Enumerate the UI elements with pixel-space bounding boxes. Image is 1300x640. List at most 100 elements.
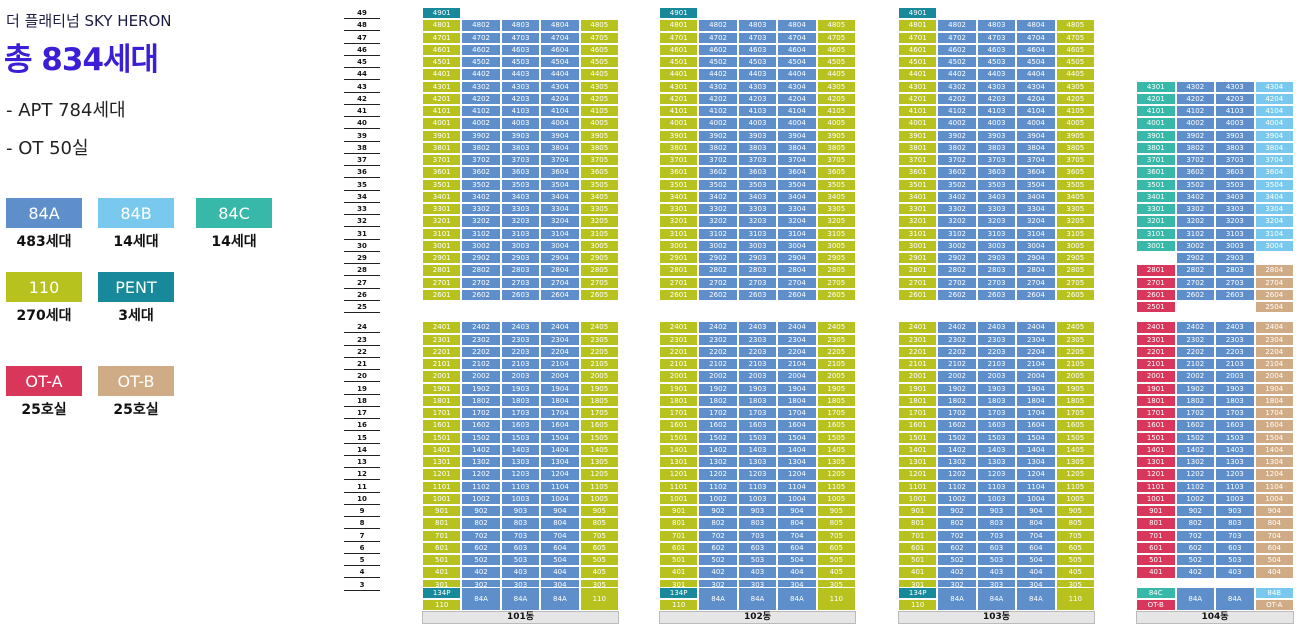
unit-cell[interactable]: 1704 <box>540 407 580 420</box>
unit-cell[interactable]: 4102 <box>461 105 501 118</box>
unit-cell[interactable]: 402 <box>937 566 977 579</box>
unit-cell[interactable]: 4703 <box>500 31 541 44</box>
unit-cell[interactable]: 3201 <box>659 215 699 228</box>
unit-cell[interactable]: 2404 <box>777 321 817 334</box>
unit-cell[interactable]: 2804 <box>1254 264 1294 277</box>
unit-cell[interactable]: 1505 <box>1055 431 1095 444</box>
unit-cell[interactable]: 2601 <box>898 288 938 301</box>
unit-cell[interactable]: 1605 <box>579 419 619 432</box>
unit-cell[interactable]: 4803 <box>500 19 541 32</box>
unit-cell[interactable]: 3704 <box>540 154 580 167</box>
unit-cell[interactable]: 1903 <box>737 382 778 395</box>
unit-cell[interactable]: 4003 <box>976 117 1017 130</box>
unit-cell[interactable]: 3003 <box>737 239 778 252</box>
unit-cell[interactable]: 2801 <box>1136 264 1176 277</box>
unit-cell[interactable]: 804 <box>777 517 817 530</box>
unit-cell[interactable]: 4805 <box>1055 19 1095 32</box>
unit-cell[interactable]: 1304 <box>540 456 580 469</box>
unit-cell[interactable]: 3705 <box>579 154 619 167</box>
unit-cell[interactable]: 4503 <box>500 56 541 69</box>
unit-cell[interactable]: 3804 <box>540 141 580 154</box>
unit-cell[interactable]: 3902 <box>461 129 501 142</box>
unit-cell[interactable]: 2902 <box>1175 252 1215 265</box>
unit-cell[interactable]: 4504 <box>777 56 817 69</box>
unit-cell[interactable]: 3105 <box>579 227 619 240</box>
unit-cell[interactable]: 2304 <box>1016 333 1056 346</box>
unit-cell[interactable]: 4304 <box>1016 80 1056 93</box>
unit-cell[interactable]: 801 <box>422 517 462 530</box>
unit-cell[interactable]: 3002 <box>1175 239 1215 252</box>
unit-cell[interactable]: 903 <box>1215 505 1255 518</box>
unit-cell[interactable]: 902 <box>461 505 501 518</box>
unit-cell[interactable]: 3403 <box>737 190 778 203</box>
unit-cell[interactable]: 2904 <box>540 252 580 265</box>
unit-cell[interactable]: 1002 <box>461 492 501 505</box>
unit-cell[interactable]: 805 <box>1055 517 1095 530</box>
unit-cell[interactable]: 2404 <box>1254 321 1294 334</box>
unit-cell[interactable]: 1401 <box>898 443 938 456</box>
unit-cell[interactable]: 602 <box>461 541 501 554</box>
unit-cell[interactable]: 4101 <box>659 105 699 118</box>
unit-cell[interactable]: 3205 <box>816 215 856 228</box>
unit-cell[interactable]: 2003 <box>500 370 541 383</box>
unit-cell[interactable]: 3002 <box>937 239 977 252</box>
unit-cell[interactable]: 4202 <box>937 92 977 105</box>
unit-cell[interactable]: 2805 <box>816 264 856 277</box>
unit-cell[interactable]: 2003 <box>737 370 778 383</box>
unit-cell[interactable]: 4803 <box>976 19 1017 32</box>
unit-cell[interactable]: 3501 <box>659 178 699 191</box>
unit-cell[interactable]: 2101 <box>1136 358 1176 371</box>
unit-cell[interactable]: 3401 <box>1136 190 1176 203</box>
unit-cell[interactable]: 2802 <box>698 264 738 277</box>
unit-cell[interactable]: 2201 <box>422 345 462 358</box>
unit-cell[interactable]: 2804 <box>540 264 580 277</box>
unit-cell[interactable]: 1103 <box>976 480 1017 493</box>
unit-cell[interactable]: 2301 <box>898 333 938 346</box>
unit-cell[interactable]: 2201 <box>659 345 699 358</box>
unit-cell[interactable]: 3103 <box>976 227 1017 240</box>
unit-cell[interactable]: 1501 <box>659 431 699 444</box>
unit-cell[interactable]: 4302 <box>1175 80 1215 93</box>
unit-cell[interactable]: 1804 <box>1016 394 1056 407</box>
unit-cell[interactable]: 1504 <box>1016 431 1056 444</box>
unit-cell[interactable]: 3102 <box>1175 227 1215 240</box>
unit-cell[interactable]: 1403 <box>500 443 541 456</box>
unit-cell[interactable]: 2904 <box>1016 252 1056 265</box>
unit-cell[interactable]: 1905 <box>816 382 856 395</box>
unit-cell[interactable]: 602 <box>698 541 738 554</box>
unit-cell[interactable]: 2202 <box>1175 345 1215 358</box>
unit-cell[interactable]: 3801 <box>1136 141 1176 154</box>
unit-cell[interactable]: 4803 <box>737 19 778 32</box>
unit-cell[interactable]: 2405 <box>579 321 619 334</box>
unit-cell[interactable]: 1902 <box>1175 382 1215 395</box>
unit-cell[interactable]: 1801 <box>898 394 938 407</box>
unit-cell[interactable]: 603 <box>1215 541 1255 554</box>
unit-cell[interactable]: 3002 <box>698 239 738 252</box>
unit-cell[interactable]: 702 <box>1175 529 1215 542</box>
unit-cell[interactable]: 4202 <box>1175 92 1215 105</box>
unit-cell[interactable]: 3005 <box>579 239 619 252</box>
unit-cell[interactable]: 701 <box>422 529 462 542</box>
unit-cell[interactable]: 4205 <box>816 92 856 105</box>
unit-cell[interactable]: 3404 <box>1016 190 1056 203</box>
unit-cell[interactable]: 1204 <box>540 468 580 481</box>
unit-cell[interactable]: 901 <box>898 505 938 518</box>
unit-cell[interactable]: 4801 <box>898 19 938 32</box>
unit-cell[interactable]: 3001 <box>659 239 699 252</box>
unit-cell[interactable]: 1603 <box>976 419 1017 432</box>
unit-cell[interactable]: 2701 <box>659 276 699 289</box>
unit-cell[interactable]: 1802 <box>698 394 738 407</box>
unit-cell[interactable]: 3903 <box>500 129 541 142</box>
unit-cell[interactable]: 4403 <box>737 68 778 81</box>
unit-cell[interactable]: 3402 <box>698 190 738 203</box>
unit-cell[interactable]: 401 <box>1136 566 1176 579</box>
unit-cell[interactable]: 4302 <box>937 80 977 93</box>
unit-cell[interactable]: 3701 <box>1136 154 1176 167</box>
unit-cell[interactable]: 3302 <box>461 203 501 216</box>
unit-cell[interactable]: 1404 <box>1016 443 1056 456</box>
unit-cell[interactable]: 1101 <box>1136 480 1176 493</box>
unit-cell[interactable]: 4204 <box>1016 92 1056 105</box>
unit-cell[interactable]: 3003 <box>500 239 541 252</box>
unit-cell[interactable]: 4804 <box>1016 19 1056 32</box>
unit-cell[interactable]: 4501 <box>422 56 462 69</box>
